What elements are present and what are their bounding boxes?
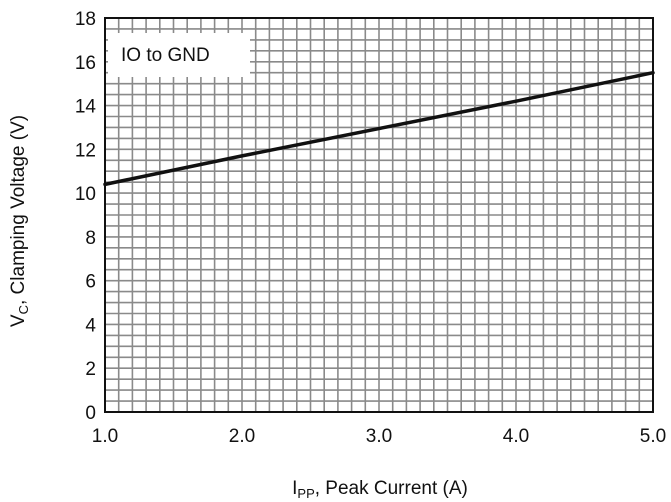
x-ticks: 1.0 2.0 3.0 4.0 5.0 [92, 426, 666, 447]
legend-background [108, 33, 250, 77]
y-tick-label: 0 [85, 403, 96, 424]
y-axis-title-rest: , Clamping Voltage (V) [8, 115, 29, 305]
y-axis-title-main: V [8, 314, 29, 327]
x-tick-label: 1.0 [92, 426, 118, 447]
y-tick-label: 18 [75, 9, 96, 30]
x-axis-title-main: I [292, 478, 297, 499]
x-tick-label: 5.0 [640, 426, 666, 447]
y-tick-label: 8 [85, 228, 96, 249]
y-tick-label: 12 [75, 140, 96, 161]
y-ticks: 0 2 4 6 8 10 12 14 16 18 [75, 9, 97, 424]
y-tick-label: 16 [75, 53, 96, 74]
series [103, 70, 655, 187]
grid [105, 18, 653, 412]
y-tick-label: 10 [75, 184, 96, 205]
y-axis-title: VC, Clamping Voltage (V) [8, 115, 31, 327]
plot-frame [104, 17, 654, 413]
legend-box: IO to GND [108, 33, 250, 77]
annotation-label: IO to GND [121, 45, 210, 66]
y-tick-label: 6 [85, 272, 96, 293]
x-axis-title-rest: , Peak Current (A) [315, 478, 468, 499]
x-axis-title: IPP, Peak Current (A) [292, 478, 468, 501]
y-tick-label: 2 [85, 359, 96, 380]
x-tick-label: 4.0 [503, 426, 529, 447]
x-axis-title-sub: PP [297, 486, 314, 501]
y-tick-label: 14 [75, 97, 97, 118]
x-tick-label: 3.0 [366, 426, 392, 447]
y-axis-title-sub: C [16, 305, 31, 314]
series-line [103, 70, 655, 187]
y-tick-label: 4 [85, 315, 96, 336]
x-tick-label: 2.0 [229, 426, 255, 447]
